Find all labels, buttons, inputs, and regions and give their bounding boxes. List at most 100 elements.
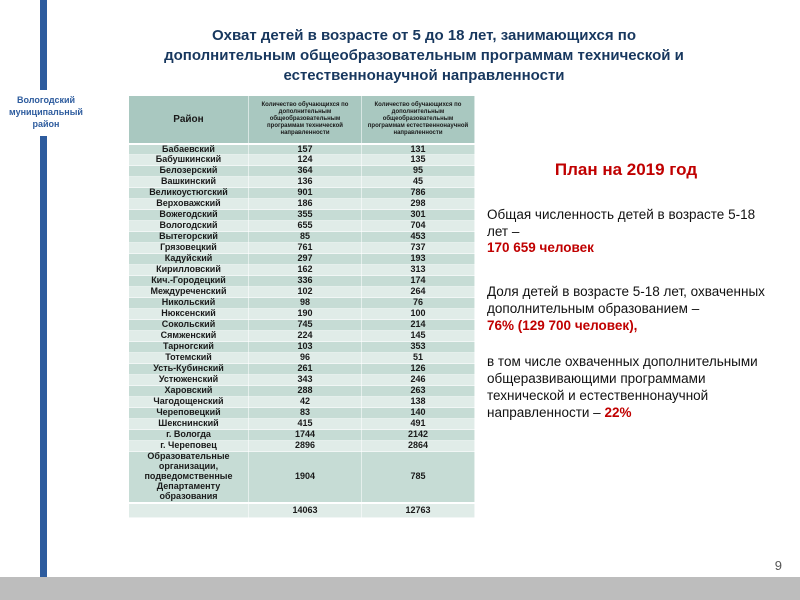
district-cell: Вашкинский bbox=[128, 176, 249, 189]
science-count-cell: 786 bbox=[361, 187, 475, 200]
table-row: Бабушкинский 124 135 bbox=[128, 154, 475, 167]
tech-count-cell: 157 bbox=[248, 142, 362, 156]
science-count-cell: 246 bbox=[361, 374, 475, 387]
table-row: Кич.-Городецкий 336 174 bbox=[128, 275, 475, 288]
total-children-value: 170 659 человек bbox=[487, 240, 594, 256]
science-count-cell: 100 bbox=[361, 308, 475, 321]
table-row: Великоустюгский 901 786 bbox=[128, 187, 475, 200]
district-cell: Харовский bbox=[128, 385, 249, 398]
tech-count-cell: 42 bbox=[248, 396, 362, 409]
coverage-share-label: Доля детей в возрасте 5-18 лет, охваченн… bbox=[487, 284, 765, 316]
district-cell: Белозерский bbox=[128, 165, 249, 178]
science-count-cell: 2142 bbox=[361, 429, 475, 442]
science-count-cell: 95 bbox=[361, 165, 475, 178]
science-count-cell: 45 bbox=[361, 176, 475, 189]
table-row: Вологодский 655 704 bbox=[128, 220, 475, 233]
district-cell: Бабушкинский bbox=[128, 154, 249, 167]
page-number: 9 bbox=[774, 558, 782, 573]
district-cell: Образовательные организации, подведомств… bbox=[128, 451, 249, 504]
table-row: Вожегодский 355 301 bbox=[128, 209, 475, 222]
district-cell: Кич.-Городецкий bbox=[128, 275, 249, 288]
table-row: Тарногский 103 353 bbox=[128, 341, 475, 354]
tech-count-cell: 2896 bbox=[248, 440, 362, 453]
tech-count-cell: 124 bbox=[248, 154, 362, 167]
science-count-cell: 214 bbox=[361, 319, 475, 332]
header-science-count: Количество обучающихся по дополнительным… bbox=[361, 95, 475, 145]
table-row: Грязовецкий 761 737 bbox=[128, 242, 475, 255]
tech-share-value: 22% bbox=[604, 404, 632, 420]
table-row: Сокольский 745 214 bbox=[128, 319, 475, 332]
science-count-cell: 298 bbox=[361, 198, 475, 211]
district-cell: Устюженский bbox=[128, 374, 249, 387]
district-cell: Грязовецкий bbox=[128, 242, 249, 255]
left-accent-bar-bottom bbox=[40, 136, 47, 577]
district-cell: г. Вологда bbox=[128, 429, 249, 442]
tech-count-cell: 162 bbox=[248, 264, 362, 277]
district-cell: г. Череповец bbox=[128, 440, 249, 453]
science-count-cell: 126 bbox=[361, 363, 475, 376]
table-row: Шекснинский 415 491 bbox=[128, 418, 475, 431]
header-district: Район bbox=[128, 95, 249, 145]
tech-count-cell: 96 bbox=[248, 352, 362, 365]
table-row: Вашкинский 136 45 bbox=[128, 176, 475, 189]
table-row: Кадуйский 297 193 bbox=[128, 253, 475, 266]
science-count-cell: 263 bbox=[361, 385, 475, 398]
table-row: Тотемский 96 51 bbox=[128, 352, 475, 365]
table-row: г. Череповец 2896 2864 bbox=[128, 440, 475, 453]
table-row: Харовский 288 263 bbox=[128, 385, 475, 398]
district-cell: Верховажский bbox=[128, 198, 249, 211]
district-cell: Вологодский bbox=[128, 220, 249, 233]
science-count-cell: 301 bbox=[361, 209, 475, 222]
district-cell: Нюксенский bbox=[128, 308, 249, 321]
tech-count-cell: 364 bbox=[248, 165, 362, 178]
tech-count-cell: 136 bbox=[248, 176, 362, 189]
tech-count-cell: 415 bbox=[248, 418, 362, 431]
table-row: Междуреченский 102 264 bbox=[128, 286, 475, 299]
tech-count-cell: 190 bbox=[248, 308, 362, 321]
coverage-share-paragraph: Доля детей в возрасте 5-18 лет, охваченн… bbox=[487, 284, 765, 334]
tech-count-cell: 297 bbox=[248, 253, 362, 266]
table-row: Сямженский 224 145 bbox=[128, 330, 475, 343]
district-cell: Тарногский bbox=[128, 341, 249, 354]
science-count-cell: 704 bbox=[361, 220, 475, 233]
table-row: Устюженский 343 246 bbox=[128, 374, 475, 387]
plan-heading: План на 2019 год bbox=[554, 160, 698, 179]
district-cell: Великоустюгский bbox=[128, 187, 249, 200]
tech-count-cell: 102 bbox=[248, 286, 362, 299]
tech-count-cell: 655 bbox=[248, 220, 362, 233]
table-body: Бабаевский 157 131 Бабушкинский 124 135 … bbox=[128, 142, 475, 519]
tech-count-cell: 336 bbox=[248, 275, 362, 288]
science-count-cell: 140 bbox=[361, 407, 475, 420]
science-count-cell: 145 bbox=[361, 330, 475, 343]
tech-count-cell: 224 bbox=[248, 330, 362, 343]
tech-count-cell: 1744 bbox=[248, 429, 362, 442]
science-count-cell: 2864 bbox=[361, 440, 475, 453]
table-row: Чагодощенский 42 138 bbox=[128, 396, 475, 409]
tech-count-cell: 288 bbox=[248, 385, 362, 398]
table-total-row: 14063 12763 bbox=[128, 501, 475, 519]
science-count-cell: 174 bbox=[361, 275, 475, 288]
science-count-cell: 193 bbox=[361, 253, 475, 266]
total-children-paragraph: Общая численность детей в возрасте 5-18 … bbox=[487, 207, 765, 257]
plan-panel: План на 2019 год Общая численность детей… bbox=[487, 160, 765, 421]
table-row: Верховажский 186 298 bbox=[128, 198, 475, 211]
table-row: Череповецкий 83 140 bbox=[128, 407, 475, 420]
district-cell: Череповецкий bbox=[128, 407, 249, 420]
total-science-cell: 12763 bbox=[361, 501, 475, 519]
science-count-cell: 785 bbox=[361, 451, 475, 504]
tech-count-cell: 103 bbox=[248, 341, 362, 354]
left-accent-bar-top bbox=[40, 0, 47, 90]
tech-count-cell: 343 bbox=[248, 374, 362, 387]
science-count-cell: 76 bbox=[361, 297, 475, 310]
coverage-share-value: 76% (129 700 человек), bbox=[487, 317, 638, 333]
tech-share-label: в том числе охваченных дополнительными о… bbox=[487, 354, 758, 420]
tech-count-cell: 186 bbox=[248, 198, 362, 211]
tech-count-cell: 98 bbox=[248, 297, 362, 310]
tech-share-paragraph: в том числе охваченных дополнительными о… bbox=[487, 354, 765, 421]
district-cell: Тотемский bbox=[128, 352, 249, 365]
district-cell: Усть-Кубинский bbox=[128, 363, 249, 376]
total-children-label: Общая численность детей в возрасте 5-18 … bbox=[487, 207, 756, 239]
table-row: Кирилловский 162 313 bbox=[128, 264, 475, 277]
total-tech-cell: 14063 bbox=[248, 501, 362, 519]
table-row: Нюксенский 190 100 bbox=[128, 308, 475, 321]
